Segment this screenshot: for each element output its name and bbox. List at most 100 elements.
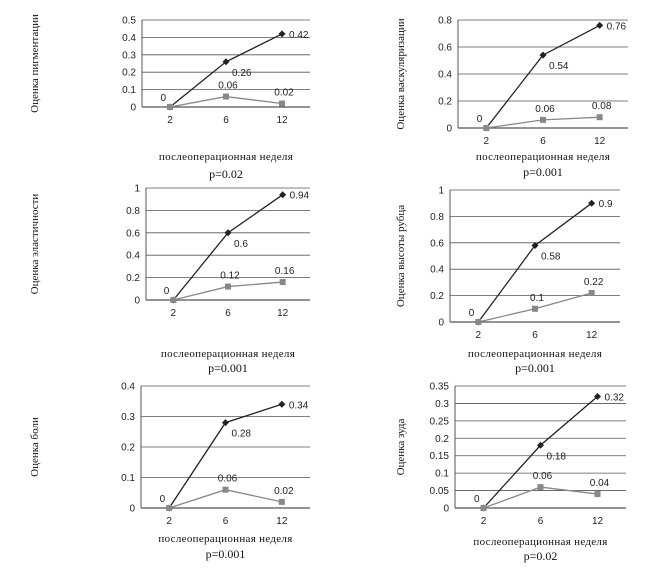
chart3-series1-data-label: 0.94 — [290, 191, 310, 202]
chart1-series1-point — [278, 30, 286, 38]
chart4-series2-data-label: 0 — [469, 308, 475, 319]
chart6-series2-point — [537, 484, 544, 491]
chart2-series1-point — [596, 21, 604, 29]
chart2-series1-point — [539, 51, 547, 59]
chart5-ytick-label: 0 — [129, 504, 135, 515]
chart3-ytick-label: 0 — [134, 296, 140, 307]
chart5-series1-point — [222, 419, 229, 427]
chart5-ytick-label: 0.2 — [121, 443, 135, 454]
chart2-series2-point — [540, 116, 546, 123]
chart1-series1-data-label: 0.26 — [232, 68, 252, 79]
chart3-series2-data-label: 0 — [164, 286, 170, 297]
chart2-p-value: p=0.001 — [523, 165, 563, 179]
chart6-series2-data-label: 0 — [474, 494, 480, 505]
chart6-ytick-label: 0.15 — [430, 451, 450, 462]
chart2-series2-data-label: 0.06 — [535, 104, 555, 115]
chart6-ylabel: Оценка зуда — [395, 418, 407, 475]
chart6-series1-line — [483, 395, 598, 509]
chart1-series2-data-label: 0.06 — [218, 81, 238, 92]
chart6-series2-point — [480, 505, 487, 511]
chart3-ylabel: Оценка эластичности — [29, 194, 41, 295]
chart1-xtick-label: 2 — [167, 115, 173, 126]
chart5-xtick-label: 12 — [276, 516, 288, 527]
chart1-series1-point — [222, 58, 230, 66]
chart4-p-value: p=0.001 — [515, 361, 555, 375]
chart3-ytick-label: 1 — [134, 184, 140, 195]
chart4-ytick-label: 0.2 — [430, 291, 444, 302]
chart1-series2-data-label: 0.02 — [274, 88, 294, 99]
chart1-ytick-label: 0.5 — [122, 16, 136, 27]
chart2-series2-data-label: 0.08 — [592, 101, 612, 112]
chart6-ytick-label: 0.3 — [435, 399, 449, 410]
chart1-ytick-label: 0 — [130, 103, 136, 114]
chart1-xlabel: послеоперационная неделя — [159, 151, 293, 163]
chart6-series1-data-label: 0.32 — [605, 392, 625, 403]
chart5-series1-point — [278, 400, 286, 408]
chart6-ytick-label: 0 — [443, 504, 449, 515]
chart6-series2-data-label: 0.04 — [590, 478, 610, 489]
chart4-series2-data-label: 0.1 — [530, 293, 544, 304]
chart3-series1-data-label: 0.6 — [234, 239, 248, 250]
chart5-series2-data-label: 0.06 — [218, 474, 238, 485]
chart2-series2-data-label: 0 — [477, 114, 483, 125]
chart6-xtick-label: 6 — [538, 516, 544, 527]
chart1-ytick-label: 0.1 — [122, 85, 136, 96]
chart6-ytick-label: 0.1 — [435, 469, 449, 480]
chart5-ytick-label: 0.1 — [121, 473, 135, 484]
chart5-xlabel: послеоперационная неделя — [158, 533, 292, 545]
chart6-series1-point — [537, 441, 544, 449]
chart1-series2-point — [279, 100, 285, 107]
chart3-series2-data-label: 0.12 — [220, 271, 240, 282]
chart1-series2-point — [223, 93, 229, 100]
chart3-p-value: p=0.001 — [208, 361, 248, 375]
chart5-series2-point — [278, 498, 285, 505]
chart5-ytick-label: 0.4 — [121, 382, 135, 393]
chart2-xtick-label: 12 — [594, 136, 606, 147]
chart5-series1-data-label: 0.34 — [289, 400, 309, 411]
chart4-series1-point — [588, 199, 596, 207]
chart4-series1-line — [477, 202, 593, 323]
chart6-series1-data-label: 0.18 — [547, 451, 567, 462]
chart3-xtick-label: 6 — [225, 308, 231, 319]
chart3-ytick-label: 0.6 — [126, 228, 140, 239]
chart3-xtick-label: 12 — [277, 308, 289, 319]
chart2-xtick-label: 6 — [540, 136, 546, 147]
chart3-series2-data-label: 0.16 — [275, 266, 295, 277]
chart2-xtick-label: 2 — [484, 136, 490, 147]
chart3-xlabel: послеоперационная неделя — [161, 348, 295, 360]
chart3-series1-point — [224, 229, 232, 237]
chart4-xtick-label: 12 — [586, 330, 598, 341]
chart3-series2-point — [225, 283, 231, 290]
chart2-series2-point — [483, 125, 490, 131]
chart5-p-value: p=0.001 — [206, 547, 246, 561]
chart5-xtick-label: 2 — [166, 516, 172, 527]
chart4-series1-point — [531, 241, 539, 249]
chart4-series2-data-label: 0.22 — [584, 277, 604, 288]
chart5-series2-point — [222, 486, 229, 493]
chart2-ylabel: Оценка васкуляризации — [395, 18, 407, 129]
chart6-series2-data-label: 0.06 — [533, 471, 553, 482]
chart3-ytick-label: 0.8 — [126, 206, 140, 217]
chart2-ytick-label: 0.6 — [438, 43, 452, 54]
chart4-ytick-label: 0.8 — [430, 212, 444, 223]
chart6-ytick-label: 0.05 — [430, 486, 450, 497]
chart6-xtick-label: 12 — [592, 516, 604, 527]
chart6-xtick-label: 2 — [481, 516, 487, 527]
chart6-p-value: p=0.02 — [524, 549, 558, 563]
chart6-series2-point — [594, 491, 601, 498]
chart2-ytick-label: 0.8 — [438, 16, 452, 27]
chart2-ytick-label: 0.2 — [438, 97, 452, 108]
chart5-xtick-label: 6 — [223, 516, 229, 527]
chart4-ytick-label: 0.4 — [430, 265, 444, 276]
chart5-ytick-label: 0.3 — [121, 412, 135, 423]
chart1-series2-point — [167, 104, 173, 110]
chart3-series1-point — [279, 191, 287, 199]
chart5-series2-point — [166, 505, 173, 511]
chart4-series2-point — [532, 305, 538, 312]
chart2-ytick-label: 0 — [446, 124, 452, 135]
chart3-series2-point — [170, 297, 177, 303]
chart4-xtick-label: 6 — [532, 330, 538, 341]
chart4-xlabel: послеоперационная неделя — [468, 348, 602, 360]
chart3-ytick-label: 0.2 — [126, 273, 140, 284]
chart2-series1-data-label: 0.76 — [607, 21, 627, 32]
